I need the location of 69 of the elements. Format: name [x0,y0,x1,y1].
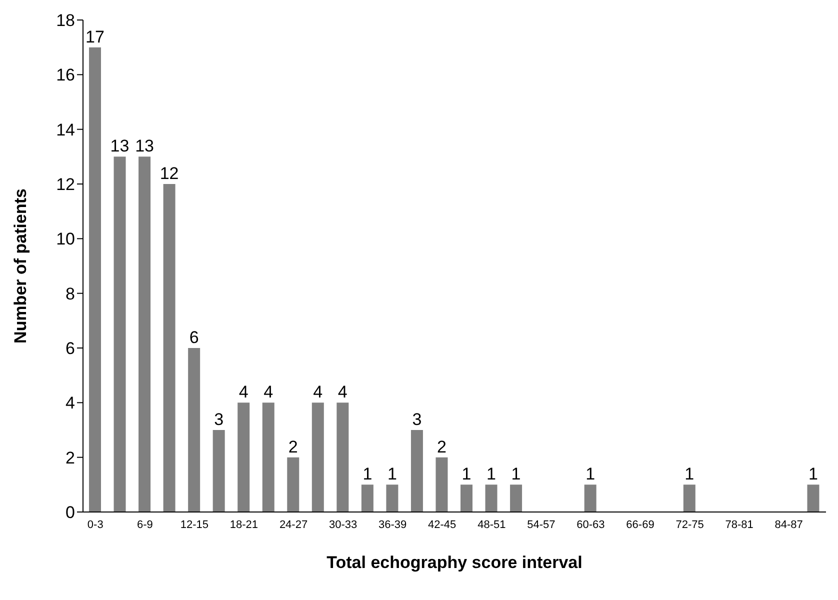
bar [336,402,349,512]
data-label: 3 [214,410,224,429]
x-tick-label: 60-63 [576,518,605,531]
bar [89,47,101,512]
x-tick-label: 18-21 [230,518,258,531]
bar [584,484,596,512]
x-tick-label: 72-75 [676,518,704,531]
data-label: 17 [86,27,104,46]
y-tick-label: 0 [66,503,75,522]
bar [460,484,472,512]
data-label: 2 [288,437,298,456]
x-tick-label: 36-39 [378,518,407,531]
y-tick-label: 2 [66,448,75,468]
bar [287,457,300,512]
y-axis-title: Number of patients [11,188,30,344]
x-tick-label: 84-87 [774,518,803,531]
bar [485,484,498,512]
bar [114,156,126,512]
data-label: 1 [511,464,521,484]
data-label: 13 [135,136,154,156]
data-label: 2 [437,437,446,456]
data-label: 1 [387,464,397,484]
bar [138,156,151,512]
y-tick-label: 16 [56,66,75,85]
data-label: 1 [462,464,472,484]
x-tick-label: 6-9 [136,518,153,531]
x-axis-title: Total echography score interval [326,553,582,572]
bar [312,402,324,512]
bar [262,402,274,512]
y-tick-label: 4 [66,394,75,413]
x-tick-label: 54-57 [527,518,556,531]
bar [683,484,696,512]
data-label: 1 [362,464,372,484]
bar [361,484,374,512]
y-tick-label: 14 [56,120,75,140]
bar [807,484,820,512]
data-label: 1 [808,464,818,484]
x-tick-label: 12-15 [180,518,209,531]
data-label: 6 [189,328,199,347]
bar [188,348,200,512]
data-label: 4 [264,382,274,402]
x-tick-label: 42-45 [428,518,456,531]
x-tick-label: 66-69 [626,518,654,531]
y-tick-label: 18 [56,11,75,30]
y-tick-label: 6 [66,339,75,358]
y-tick-label: 8 [66,284,75,304]
data-label: 13 [110,136,130,156]
data-label: 3 [412,410,422,429]
data-label: 1 [684,464,694,484]
x-tick-label: 0-3 [87,518,104,531]
x-tick-label: 78-81 [725,518,754,531]
bar [386,484,398,512]
x-tick-label: 30-33 [328,518,358,531]
bar [238,402,250,512]
y-tick-label: 12 [56,175,75,194]
x-tick-label: 48-51 [478,518,506,531]
bar [436,457,448,512]
x-tick-label: 24-27 [279,518,308,531]
data-label: 4 [238,382,248,402]
bar [212,430,225,512]
data-label: 12 [160,164,179,183]
data-label: 4 [338,382,348,402]
bar [163,184,176,512]
y-tick-label: 10 [56,230,75,249]
data-label: 1 [486,464,496,484]
data-label: 1 [586,464,596,484]
bar [410,430,423,512]
data-label: 4 [313,382,323,402]
bar [510,484,522,512]
